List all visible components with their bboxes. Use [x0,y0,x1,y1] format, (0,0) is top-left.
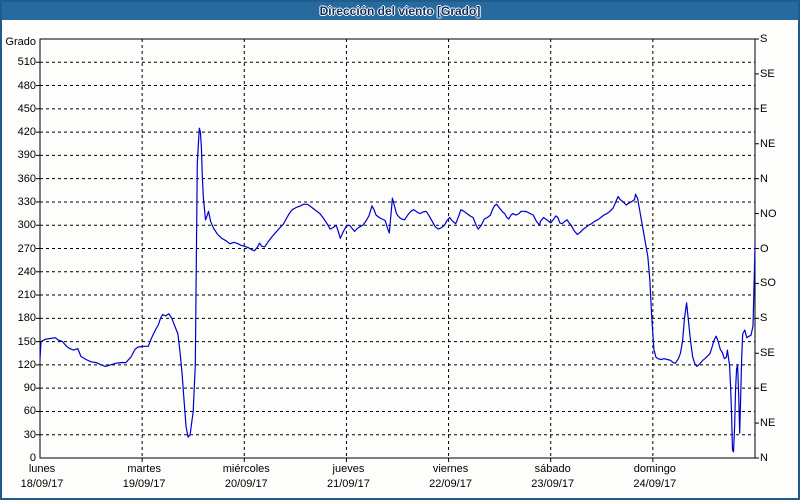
x-day-label: jueves [332,463,365,475]
y-tick-label-left: 120 [17,358,36,371]
y-tick-label-left: 420 [17,126,36,139]
y-tick-label-right: SO [760,277,776,290]
y-tick-label-left: 360 [17,172,36,185]
y-tick-label-left: 390 [17,149,36,162]
x-date-label: 18/09/17 [20,478,64,490]
x-date-label: 19/09/17 [122,478,166,490]
x-day-label: viernes [432,463,469,475]
y-tick-label-right: S [760,33,768,45]
x-date-label: 20/09/17 [224,478,268,490]
x-day-label: domingo [633,463,676,475]
x-day-label: miércoles [222,463,270,475]
y-tick-label-right: NE [760,137,776,150]
y-tick-label-right: NE [760,417,776,430]
y-tick-label-left: 30 [23,428,36,441]
y-tick-label-right: NO [760,207,777,220]
y-tick-label-left: 480 [17,79,36,92]
y-tick-label-right: SE [760,347,775,360]
y-tick-label-right: O [760,242,769,255]
y-tick-label-right: SE [760,67,775,80]
x-date-label: 23/09/17 [531,478,575,490]
y-tick-label-left: 240 [17,265,36,278]
y-tick-label-left: 300 [17,219,36,232]
y-tick-label-left: 330 [17,195,36,208]
y-tick-label-left: 270 [17,242,36,255]
y-tick-label-left: 180 [17,312,36,325]
y-tick-label-left: 90 [23,382,36,395]
chart-title-bar: Dirección del viento [Grado] [2,2,798,20]
y-tick-label-left: 0 [29,452,36,464]
x-date-label: 24/09/17 [633,478,677,490]
y-tick-label-left: 150 [17,335,36,348]
x-date-label: 21/09/17 [327,478,370,490]
y-tick-label-right: S [760,312,768,325]
y-axis-unit-label: Grado [5,36,36,48]
x-day-label: martes [127,463,161,475]
y-tick-label-right: N [760,452,768,464]
x-day-label: lunes [28,463,56,475]
wind-direction-series [39,127,756,453]
y-tick-label-left: 60 [23,405,36,418]
y-tick-label-right: N [760,172,768,185]
y-tick-label-right: E [760,382,768,395]
x-date-label: 22/09/17 [429,478,472,490]
x-day-label: sábado [534,463,571,475]
y-tick-label-left: 450 [17,102,36,115]
chart-title: Dirección del viento [Grado] [319,4,481,18]
y-tick-label-left: 210 [17,289,36,302]
y-tick-label-right: E [760,102,768,115]
y-tick-label-left: 510 [17,56,36,69]
